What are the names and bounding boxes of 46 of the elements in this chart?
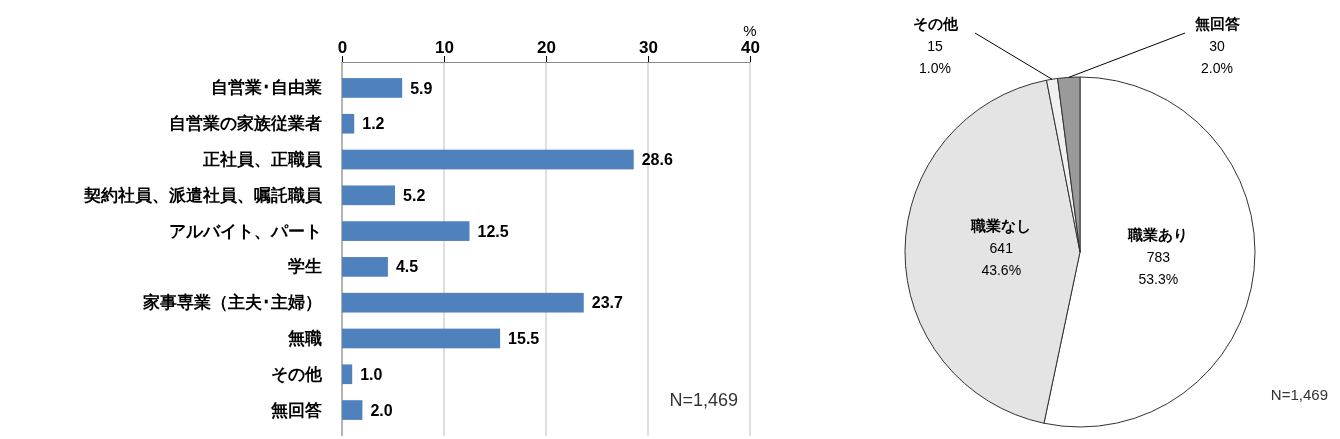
slice-label: 職業なし bbox=[970, 217, 1032, 235]
x-tick-label: 20 bbox=[537, 38, 556, 57]
y-tick-label: 自営業の家族従業者 bbox=[169, 114, 322, 134]
x-tick-label: 40 bbox=[741, 38, 760, 57]
y-tick-label: 学生 bbox=[288, 257, 322, 277]
annotation: N=1,469 bbox=[669, 390, 738, 410]
data-label: 1.2 bbox=[362, 115, 385, 133]
bar bbox=[342, 221, 470, 241]
data-label: 5.9 bbox=[410, 79, 433, 97]
data-label: 28.6 bbox=[641, 151, 673, 169]
y-tick-label: 契約社員、派遣社員、嘱託職員 bbox=[83, 185, 323, 205]
y-tick-label: アルバイト、パート bbox=[169, 221, 322, 241]
slice-label: 職業あり bbox=[1127, 226, 1189, 244]
x-tick-label: 10 bbox=[435, 38, 454, 57]
x-tick-label: 0 bbox=[337, 38, 348, 57]
bar bbox=[342, 113, 355, 134]
y-tick-label: その他 bbox=[271, 364, 323, 384]
x-tick-label: 30 bbox=[639, 38, 658, 57]
bar bbox=[342, 257, 388, 277]
bar bbox=[342, 185, 396, 206]
bar bbox=[342, 400, 363, 420]
bar bbox=[342, 292, 584, 313]
bar bbox=[342, 328, 501, 349]
y-tick-label: 無職 bbox=[287, 328, 322, 348]
data-label: 4.5 bbox=[395, 258, 419, 276]
data-label: 15 1.0% bbox=[919, 38, 951, 76]
data-label: 641 43.6% bbox=[981, 240, 1022, 279]
slice-label: 無回答 bbox=[1193, 15, 1240, 32]
slice-label: その他 bbox=[912, 15, 959, 32]
data-label: 30 2.0% bbox=[1201, 38, 1233, 76]
data-label: 5.2 bbox=[403, 186, 426, 204]
data-label: 1.0 bbox=[360, 365, 383, 383]
data-label: 23.7 bbox=[591, 294, 623, 312]
text: N=1,469 bbox=[1270, 386, 1328, 403]
x-axis-title: % bbox=[743, 22, 757, 39]
bar bbox=[342, 364, 353, 385]
bar bbox=[342, 78, 403, 98]
y-tick-label: 自営業･自由業 bbox=[211, 78, 322, 98]
data-label: 783 53.3% bbox=[1138, 249, 1179, 288]
bar bbox=[342, 149, 634, 170]
data-label: 2.0 bbox=[370, 401, 393, 419]
data-label: 12.5 bbox=[477, 222, 509, 240]
data-label: 15.5 bbox=[508, 330, 540, 348]
y-tick-label: 家事専業（主夫･主婦） bbox=[142, 293, 322, 313]
y-tick-label: 正社員、正職員 bbox=[202, 149, 323, 169]
y-tick-label: 無回答 bbox=[270, 400, 322, 420]
